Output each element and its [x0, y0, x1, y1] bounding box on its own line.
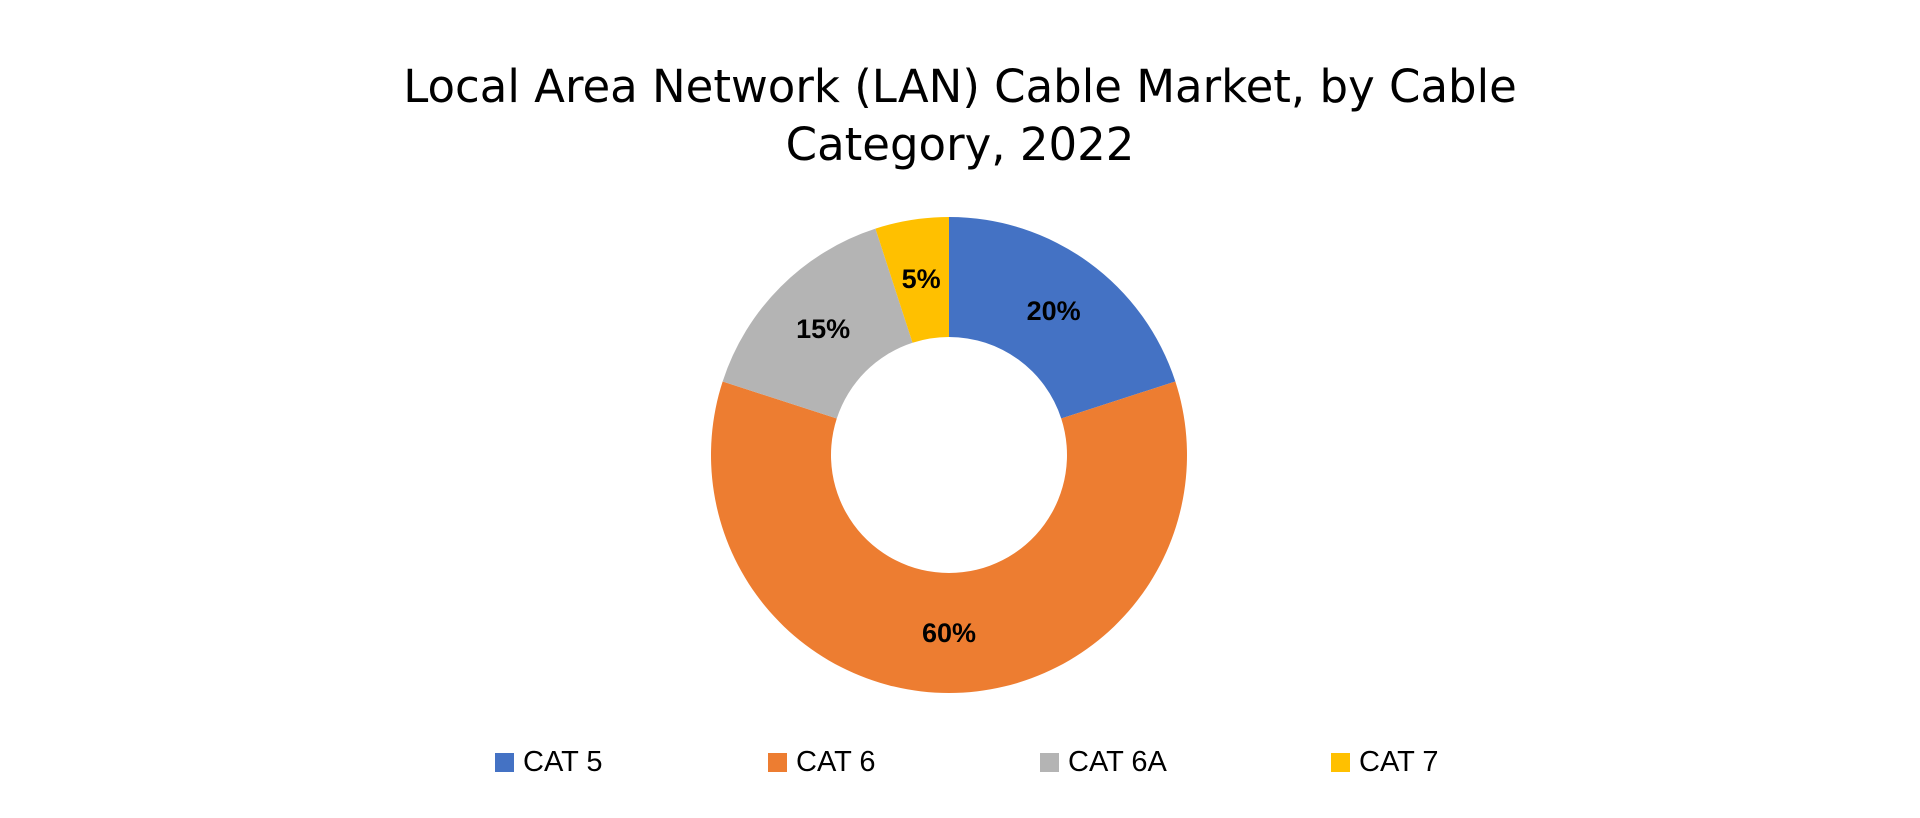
chart-legend: CAT 5 CAT 6 CAT 6A CAT 7 [0, 744, 1920, 780]
slice-cat-7 [875, 217, 949, 343]
slice-label-cat-6a: 15% [796, 314, 850, 344]
slice-label-cat-7: 5% [902, 264, 941, 294]
slice-label-cat-6: 60% [922, 618, 976, 648]
legend-label-cat-6a: CAT 6A [1068, 745, 1167, 778]
legend-item-cat-5: CAT 5 [495, 744, 603, 780]
chart-title-line-1: Local Area Network (LAN) Cable Market, b… [403, 60, 1517, 113]
legend-swatch-cat-7 [1331, 752, 1350, 772]
slice-labels: 20% 60% 15% 5% [796, 264, 1081, 648]
chart-title: Local Area Network (LAN) Cable Market, b… [0, 58, 1920, 174]
legend-label-cat-5: CAT 5 [523, 745, 603, 778]
donut-slices [711, 217, 1187, 693]
legend-swatch-cat-6a [1040, 752, 1059, 772]
slice-cat-5 [949, 217, 1176, 419]
slice-cat-6a [722, 228, 913, 419]
legend-label-cat-6: CAT 6 [796, 745, 876, 778]
slice-cat-6 [711, 381, 1187, 693]
legend-label-cat-7: CAT 7 [1359, 745, 1439, 778]
legend-swatch-cat-5 [495, 752, 514, 772]
slice-label-cat-5: 20% [1027, 296, 1081, 326]
legend-item-cat-7: CAT 7 [1331, 744, 1439, 780]
legend-item-cat-6: CAT 6 [768, 744, 876, 780]
chart-title-line-2: Category, 2022 [785, 118, 1135, 171]
legend-item-cat-6a: CAT 6A [1040, 744, 1167, 780]
legend-swatch-cat-6 [768, 752, 787, 772]
